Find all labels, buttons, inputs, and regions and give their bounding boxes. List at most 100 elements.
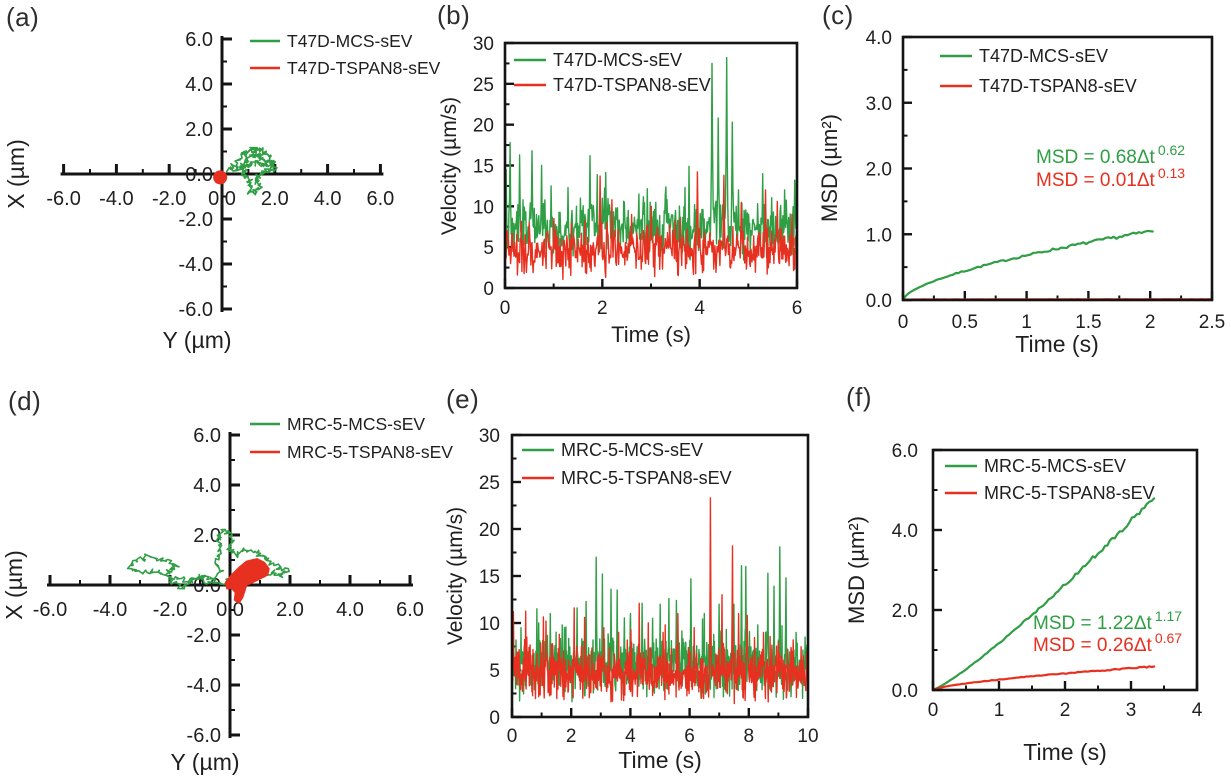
svg-text:T47D-MCS-sEV: T47D-MCS-sEV: [553, 50, 682, 70]
svg-text:Time (s): Time (s): [1023, 739, 1106, 765]
svg-text:15: 15: [473, 157, 494, 178]
svg-text:4.0: 4.0: [866, 28, 892, 49]
svg-text:MRC-5-TSPAN8-sEV: MRC-5-TSPAN8-sEV: [984, 483, 1155, 503]
svg-text:4: 4: [694, 298, 705, 319]
svg-text:-4.0: -4.0: [99, 188, 133, 210]
svg-text:-2.0: -2.0: [153, 599, 187, 621]
svg-text:2.0: 2.0: [276, 599, 304, 621]
svg-text:10: 10: [479, 614, 500, 635]
svg-text:Time (s): Time (s): [618, 747, 701, 773]
svg-text:4: 4: [1192, 700, 1203, 721]
svg-text:2.0: 2.0: [261, 188, 289, 210]
chart-e-velocity-mrc5: 0 5 10 15 20 25 30 0 2 4 6 8 10 Velocity (µm/s) Time (…: [444, 426, 819, 773]
svg-text:0: 0: [928, 700, 939, 721]
svg-text:2.0: 2.0: [185, 119, 213, 141]
svg-text:Y (µm): Y (µm): [170, 749, 239, 775]
svg-text:MSD (µm²): MSD (µm²): [844, 516, 869, 624]
svg-text:0: 0: [483, 279, 494, 300]
svg-text:4.0: 4.0: [314, 188, 342, 210]
panel-c: (c) 0.0 1.0 2.0 3.0 4.0 0 0.5 1 1.5 2 2.5 MSD (µm²)…: [817, 0, 1231, 378]
svg-text:30: 30: [473, 34, 494, 55]
svg-text:MRC-5-MCS-sEV: MRC-5-MCS-sEV: [984, 456, 1126, 476]
svg-text:2.0: 2.0: [866, 160, 892, 181]
svg-text:0.0: 0.0: [208, 188, 236, 210]
svg-text:10: 10: [797, 726, 818, 747]
svg-text:T47D-MCS-sEV: T47D-MCS-sEV: [979, 46, 1108, 66]
svg-text:8: 8: [744, 726, 755, 747]
svg-text:MRC-5-TSPAN8-sEV: MRC-5-TSPAN8-sEV: [287, 442, 453, 462]
panel-label-e: (e): [446, 384, 480, 414]
svg-text:Velocity (µm/s): Velocity (µm/s): [444, 507, 467, 645]
svg-text:4.0: 4.0: [193, 475, 221, 497]
panel-label-f: (f): [846, 382, 873, 412]
panel-label-a: (a): [6, 2, 40, 32]
svg-text:25: 25: [479, 473, 500, 494]
svg-text:-2.0: -2.0: [179, 209, 213, 231]
chart-b-velocity-t47d: 0 5 10 15 20 25 30 0 2 4 6 Velocity (µm/s) Time (s) T…: [438, 34, 803, 347]
panel-e: (e) 0 5 10 15 20 25 30 0 2 4 6 8 10 Velocity (µm/s) Ti…: [430, 380, 830, 776]
svg-text:5: 5: [489, 661, 500, 682]
svg-text:4: 4: [625, 726, 636, 747]
svg-text:0: 0: [500, 298, 511, 319]
svg-text:0: 0: [507, 726, 518, 747]
svg-text:30: 30: [479, 426, 500, 447]
svg-text:1: 1: [994, 700, 1005, 721]
svg-text:0.0: 0.0: [892, 681, 918, 702]
svg-text:Velocity (µm/s): Velocity (µm/s): [438, 97, 461, 235]
svg-text:2: 2: [566, 726, 577, 747]
svg-text:6: 6: [684, 726, 695, 747]
svg-text:0.0: 0.0: [216, 599, 244, 621]
svg-text:-6.0: -6.0: [33, 599, 67, 621]
svg-text:4.0: 4.0: [185, 74, 213, 96]
svg-text:3: 3: [1126, 700, 1137, 721]
svg-text:0.0: 0.0: [185, 164, 213, 186]
svg-text:T47D-MCS-sEV: T47D-MCS-sEV: [287, 31, 413, 51]
svg-text:20: 20: [473, 116, 494, 137]
svg-text:6.0: 6.0: [193, 425, 221, 447]
svg-text:6.0: 6.0: [366, 188, 394, 210]
svg-text:15: 15: [479, 567, 500, 588]
svg-text:-4.0: -4.0: [93, 599, 127, 621]
svg-text:0: 0: [489, 708, 500, 729]
chart-f-msd-mrc5: 0.0 2.0 4.0 6.0 0 1 2 3 4 MSD (µm²) Time (s) MRC-5-…: [844, 441, 1203, 765]
svg-text:1.0: 1.0: [866, 225, 892, 246]
chart-a-trajectory-t47d: -6.0-6.0-4.0-4.0-2.0-2.00.00.02.02.04.04…: [3, 29, 441, 353]
chart-d-trajectory-mrc5: -6.0-6.0-4.0-4.0-2.0-2.00.00.02.02.04.04…: [1, 414, 453, 775]
svg-text:-4.0: -4.0: [187, 675, 221, 697]
svg-text:2.0: 2.0: [193, 525, 221, 547]
svg-text:X (µm): X (µm): [1, 550, 27, 619]
svg-text:6.0: 6.0: [185, 29, 213, 51]
svg-text:6: 6: [792, 298, 803, 319]
svg-text:4.0: 4.0: [336, 599, 364, 621]
svg-text:MRC-5-TSPAN8-sEV: MRC-5-TSPAN8-sEV: [561, 468, 732, 488]
panel-f: (f) 0.0 2.0 4.0 6.0 0 1 2 3 4 MSD (µm²) Time (s) MR…: [830, 380, 1231, 776]
svg-text:T47D-TSPAN8-sEV: T47D-TSPAN8-sEV: [979, 76, 1137, 96]
svg-text:-6.0: -6.0: [46, 188, 80, 210]
panel-b: (b) 0 5 10 15 20 25 30 0 2 4 6 Velocity (µm/s) Time …: [430, 0, 830, 378]
svg-text:6.0: 6.0: [892, 441, 918, 462]
svg-text:MRC-5-MCS-sEV: MRC-5-MCS-sEV: [561, 440, 703, 460]
svg-text:2: 2: [1060, 700, 1071, 721]
panel-label-d: (d): [8, 386, 42, 416]
svg-text:20: 20: [479, 520, 500, 541]
svg-text:Y (µm): Y (µm): [162, 327, 231, 353]
svg-text:X (µm): X (µm): [3, 139, 29, 208]
panel-label-b: (b): [437, 0, 471, 30]
svg-text:T47D-TSPAN8-sEV: T47D-TSPAN8-sEV: [553, 75, 711, 95]
svg-text:-2.0: -2.0: [152, 188, 186, 210]
svg-text:3.0: 3.0: [866, 94, 892, 115]
panel-label-c: (c): [822, 0, 854, 30]
svg-text:-4.0: -4.0: [179, 254, 213, 276]
svg-text:6.0: 6.0: [396, 599, 424, 621]
svg-text:0.5: 0.5: [952, 312, 978, 333]
svg-text:2: 2: [597, 298, 608, 319]
svg-text:5: 5: [483, 238, 494, 259]
svg-text:-2.0: -2.0: [187, 625, 221, 647]
panel-d: (d) -6.0 -6.0 -4.0 -4.0 -2.0 -2.0 0.0 0.0 2.0 2.0…: [0, 380, 460, 776]
svg-text:2.0: 2.0: [892, 601, 918, 622]
chart-c-msd-t47d: 0.0 1.0 2.0 3.0 4.0 0 0.5 1 1.5 2 2.5 MSD (µm²) Time…: [817, 28, 1225, 357]
